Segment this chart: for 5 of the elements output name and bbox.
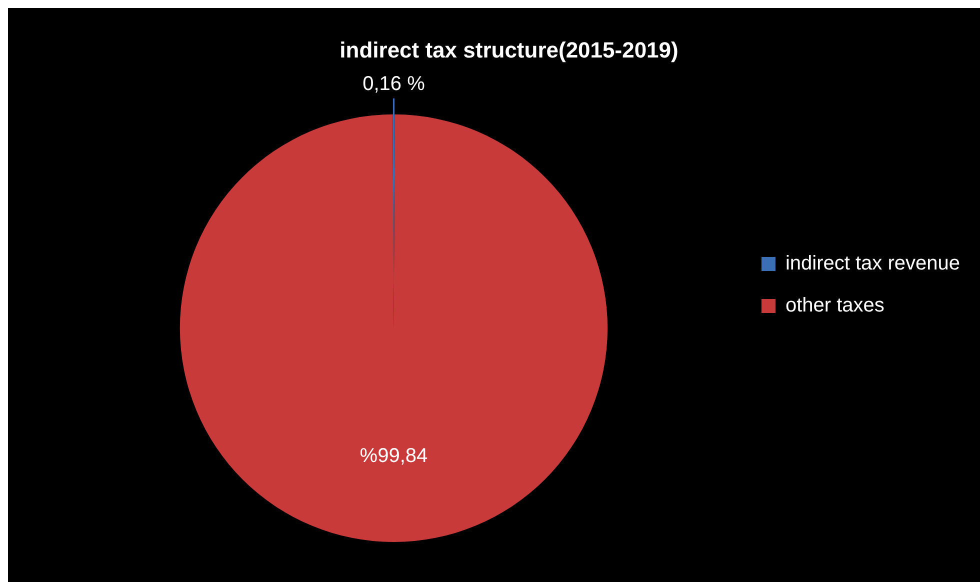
data-label: %99,84 (360, 444, 428, 467)
legend-label: other taxes (785, 294, 884, 317)
legend-label: indirect tax revenue (785, 252, 960, 275)
data-label: 0,16 % (362, 72, 426, 95)
chart-title: indirect tax structure(2015-2019) (340, 37, 678, 62)
